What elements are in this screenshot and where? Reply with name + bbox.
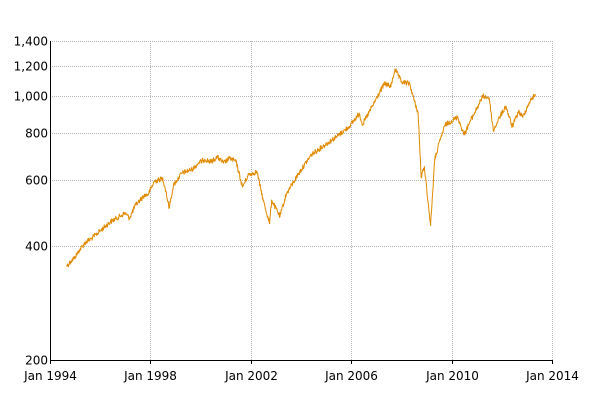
data-point (492, 130, 494, 132)
data-point (348, 126, 350, 128)
gridlines (50, 41, 553, 361)
data-point (135, 204, 137, 206)
x-tick-label: Jan 2014 (525, 369, 579, 383)
data-point (361, 124, 364, 126)
y-tick-label: 200 (25, 354, 48, 368)
data-point (400, 81, 402, 83)
data-point (420, 176, 422, 178)
data-point (279, 215, 281, 218)
data-point (358, 112, 360, 114)
data-point (285, 193, 287, 195)
data-point (99, 230, 101, 232)
data-point (262, 199, 264, 201)
x-tick-label: Jan 1994 (23, 369, 77, 383)
x-tick-label: Jan 2002 (224, 369, 278, 383)
data-point (91, 237, 93, 239)
data-point (210, 161, 212, 163)
data-point (310, 154, 312, 156)
data-point (124, 212, 126, 214)
data-point (162, 177, 164, 180)
data-point (298, 172, 300, 174)
data-point (383, 82, 386, 85)
data-point (469, 120, 471, 122)
data-point (478, 104, 480, 106)
data-point (172, 184, 174, 187)
data-point (528, 102, 530, 104)
data-point (269, 222, 271, 225)
data-point (488, 97, 490, 99)
data-point (165, 190, 167, 192)
data-point (482, 95, 484, 97)
data-point (153, 180, 156, 182)
data-point (390, 86, 392, 88)
data-point (517, 111, 520, 113)
data-point (451, 120, 453, 122)
data-point (499, 116, 501, 118)
data-point (505, 105, 507, 107)
data-point (181, 172, 183, 174)
data-point (409, 82, 411, 85)
data-point (444, 124, 446, 126)
axes (50, 41, 553, 364)
x-tick-label: Jan 2010 (425, 369, 479, 383)
data-point (66, 265, 68, 267)
data-point (413, 98, 415, 101)
data-point (204, 158, 206, 160)
data-point (84, 241, 87, 243)
y-tick-label: 800 (25, 127, 48, 141)
data-point (139, 199, 141, 201)
data-point (463, 134, 465, 136)
x-tick-label: Jan 2006 (324, 369, 378, 383)
data-point (223, 162, 225, 164)
data-point (434, 158, 436, 160)
data-point (128, 217, 130, 219)
data-point (70, 260, 72, 262)
data-point (248, 173, 250, 176)
data-point (457, 116, 459, 118)
data-point (423, 166, 425, 168)
data-point (78, 249, 80, 252)
x-tick-label: Jan 1998 (123, 369, 177, 383)
data-point (256, 171, 258, 173)
series-layer (66, 68, 536, 268)
y-tick-label: 400 (25, 240, 48, 254)
data-point (430, 224, 432, 226)
y-tick-label: 600 (25, 174, 48, 188)
data-point (197, 162, 199, 164)
tick-labels: 200 400 600 800 1,000 1,200 1,400 Jan 1994 Jan 1… (14, 35, 579, 384)
y-tick-label: 1,200 (14, 60, 48, 74)
data-point (229, 157, 231, 159)
data-point (373, 102, 375, 104)
data-point (235, 161, 237, 163)
data-point (216, 156, 218, 158)
data-point (511, 126, 513, 128)
data-point (241, 186, 243, 188)
data-point (147, 193, 149, 195)
data-point (440, 136, 442, 138)
data-point (168, 207, 170, 209)
data-point (271, 199, 273, 201)
data-point (394, 68, 396, 70)
y-tick-label: 1,000 (14, 90, 48, 104)
series-line (66, 68, 536, 268)
data-point (534, 93, 536, 96)
data-point (143, 195, 145, 197)
data-point (110, 221, 112, 223)
data-point (191, 168, 193, 170)
y-tick-label: 1,400 (14, 35, 48, 49)
data-point (74, 256, 76, 258)
data-point (522, 116, 524, 118)
data-point (417, 112, 419, 114)
data-point (323, 144, 325, 147)
data-point (335, 136, 338, 138)
